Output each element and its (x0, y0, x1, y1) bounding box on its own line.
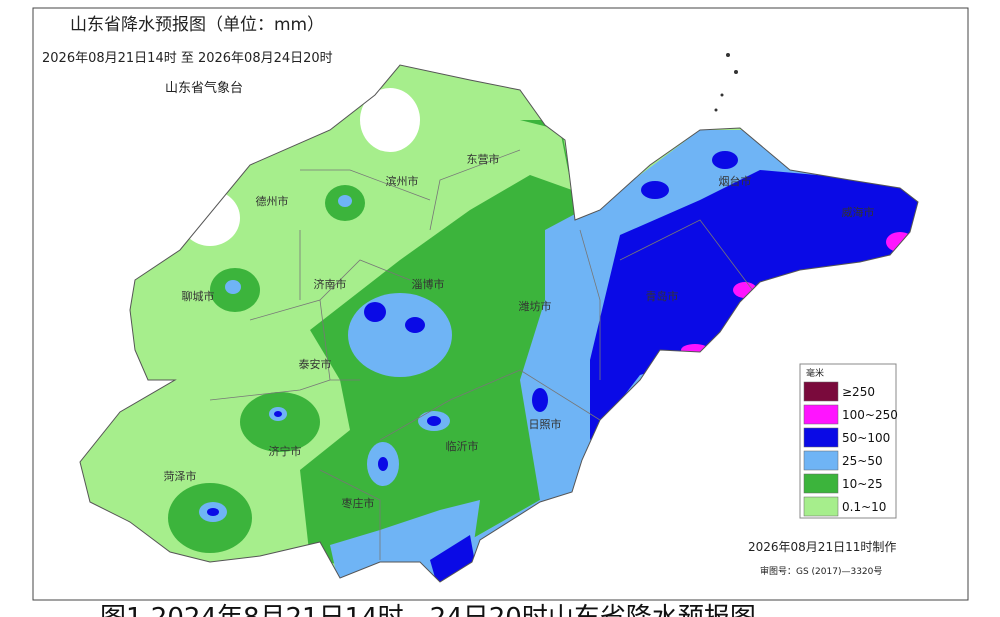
issuer: 山东省气象台 (165, 80, 243, 96)
legend-label: 25~50 (842, 454, 883, 468)
forecast-period: 2026年08月21日14时 至 2026年08月24日20时 (42, 51, 333, 66)
city-label: 德州市 (256, 194, 289, 208)
made-time: 2026年08月21日11时制作 (748, 540, 896, 554)
city-label: 东营市 (467, 152, 500, 166)
city-label: 枣庄市 (342, 496, 375, 510)
city-label: 淄博市 (412, 277, 445, 291)
legend: 毫米 ≥250 100~250 50~100 25~50 10~25 0.1~10 (799, 363, 898, 519)
city-labels: 德州市 滨州市 东营市 烟台市 威海市 聊城市 济南市 淄博市 潍坊市 青岛市 … (164, 152, 875, 510)
city-label: 日照市 (529, 417, 562, 431)
legend-swatch (803, 496, 839, 517)
legend-swatch (803, 381, 839, 402)
figure-caption: 图1 2024年8月21日14时—24日20时山东省降水预报图 (100, 603, 756, 617)
city-label: 青岛市 (646, 289, 679, 303)
legend-label: 10~25 (842, 477, 883, 491)
city-label: 临沂市 (446, 439, 479, 453)
legend-swatch (803, 473, 839, 494)
city-label: 菏泽市 (164, 469, 197, 483)
city-label: 潍坊市 (519, 299, 552, 313)
city-label: 济宁市 (269, 444, 302, 458)
legend-swatch (803, 427, 839, 448)
legend-title: 毫米 (806, 367, 824, 379)
legend-label: 100~250 (842, 408, 898, 422)
city-label: 泰安市 (299, 357, 332, 371)
legend-swatch (803, 404, 839, 425)
city-label: 威海市 (842, 205, 875, 219)
city-label: 聊城市 (182, 289, 215, 303)
city-label: 滨州市 (386, 174, 419, 188)
legend-swatch (803, 450, 839, 471)
city-label: 济南市 (314, 277, 347, 291)
approval-number: 审图号：GS (2017)—3320号 (760, 565, 882, 577)
legend-label: 50~100 (842, 431, 890, 445)
legend-label: ≥250 (842, 385, 875, 399)
city-label: 烟台市 (719, 174, 752, 188)
legend-label: 0.1~10 (842, 500, 886, 514)
map-title: 山东省降水预报图（单位：mm） (70, 15, 324, 35)
